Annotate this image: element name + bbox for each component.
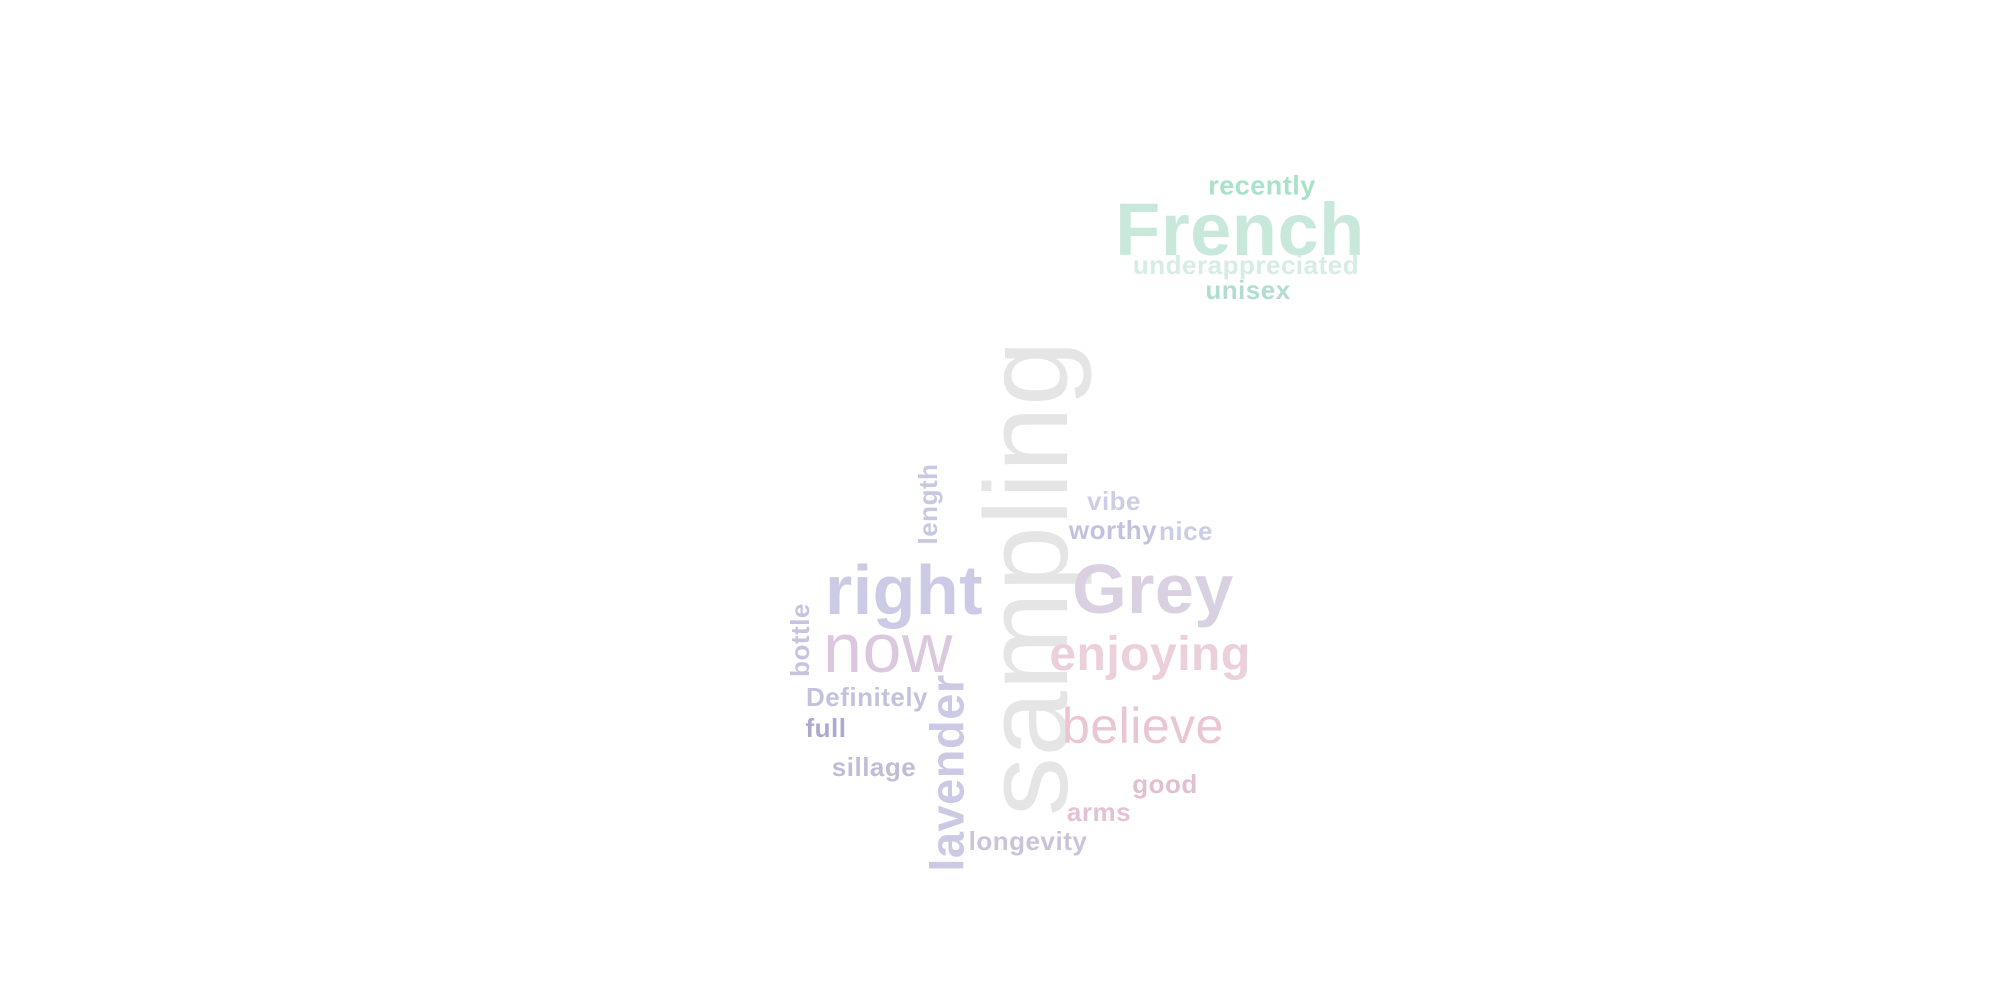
word-underappreciated: underappreciated <box>1132 250 1360 280</box>
word-sillage: sillage <box>831 752 917 782</box>
word-nice: nice <box>1158 516 1214 546</box>
word-worthy: worthy <box>1068 515 1158 545</box>
word-believe: believe <box>1062 698 1224 754</box>
word-recently: recently <box>1208 170 1316 201</box>
word-full: full <box>805 713 847 743</box>
word-longevity: longevity <box>968 826 1088 856</box>
word-now: now <box>823 609 953 687</box>
word-enjoying: enjoying <box>1049 628 1251 681</box>
word-arms: arms <box>1066 797 1132 827</box>
word-unisex: unisex <box>1205 275 1291 305</box>
word-lavender: lavender <box>920 674 974 872</box>
word-good: good <box>1132 769 1198 799</box>
word-right: right <box>824 551 984 629</box>
word-grey: Grey <box>1072 550 1234 628</box>
word-vibe: vibe <box>1086 486 1142 516</box>
word-french: French <box>1115 188 1365 271</box>
word-definitely: Definitely <box>805 682 929 712</box>
word-bottle: bottle <box>785 603 815 677</box>
word-length: length <box>913 463 943 545</box>
